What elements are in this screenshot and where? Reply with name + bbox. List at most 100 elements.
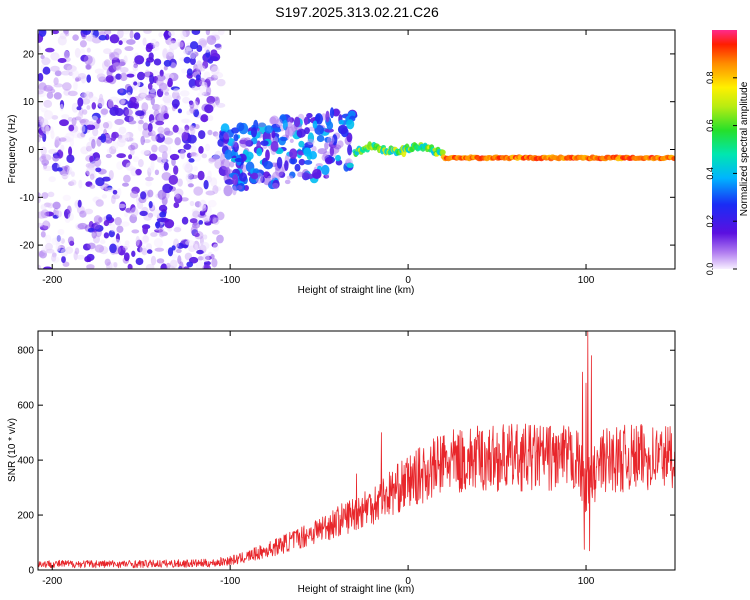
spectrogram-cell [68, 146, 73, 156]
spectrogram-cell [183, 56, 191, 64]
spectrogram-cell [153, 237, 164, 248]
spectrogram-cell [270, 140, 279, 152]
spectrogram-cell [38, 102, 44, 111]
spectrogram-cell [91, 115, 99, 121]
spectrogram-cell [48, 148, 58, 155]
spectrogram-cell [311, 145, 317, 152]
spectrogram-cell [123, 174, 131, 183]
spectrogram-cell [117, 203, 126, 209]
spectrogram-cell [190, 225, 198, 236]
spectrogram-cell [212, 229, 220, 235]
spectrogram-cell [250, 127, 258, 138]
spectrogram-cell [66, 154, 75, 163]
spectrogram-cell [173, 202, 180, 209]
colorbar-tick-label: 0.0 [705, 263, 715, 276]
spectrogram-cell [205, 30, 211, 36]
colorbar-tick-label: 0.4 [705, 167, 715, 180]
spectrogram-cell [42, 124, 50, 135]
spectrogram-cell [150, 255, 157, 266]
spectrogram-cell [173, 227, 182, 233]
spectrogram-cell [53, 92, 62, 100]
spectrogram-cell [89, 155, 94, 162]
spectrogram-cell [138, 119, 144, 125]
spectrogram-cell [238, 172, 248, 182]
spectrogram-cell [91, 102, 97, 110]
spectrogram-cell [115, 98, 126, 105]
snr-x-label: Height of straight line (km) [298, 584, 415, 595]
spectrogram-cell [193, 166, 198, 172]
spectrogram-cell [74, 47, 81, 58]
spectrogram-cell [167, 247, 174, 257]
spectrogram-cell [289, 148, 298, 160]
spectrogram-cell [88, 121, 94, 126]
spectrogram-cell [297, 171, 304, 178]
spectrogram-cell [177, 178, 183, 187]
spectrogram-cell [131, 229, 140, 234]
spectrogram-cell [163, 137, 174, 145]
spectrogram-cell [215, 43, 222, 50]
spectrogram-cell [264, 125, 274, 134]
spectrogram-cell [130, 207, 139, 217]
spectrogram-cell [86, 47, 91, 53]
spectrogram-cell [153, 109, 160, 118]
spectrogram-cell [50, 52, 60, 61]
colorbar-tick-label: 0.2 [705, 215, 715, 228]
spectrogram-cell [306, 138, 315, 146]
snr-y-tick-label: 0 [28, 566, 34, 577]
spectrogram-cell [98, 34, 107, 41]
spectrogram-cell [111, 195, 116, 205]
spectrogram-cell [171, 98, 180, 108]
spectrogram-cell [91, 230, 97, 239]
spectrogram-x-tick-label: 100 [578, 275, 595, 286]
spectrogram-cell [129, 30, 134, 39]
spectrogram-cell [108, 52, 115, 58]
spectrogram-cell [250, 172, 259, 180]
spectrogram-cell [38, 73, 44, 82]
spectrogram-cell [182, 162, 192, 171]
spectrogram-cell [329, 107, 335, 119]
spectrogram-cell [314, 124, 325, 135]
spectrogram-cell [103, 220, 110, 227]
snr-x-ticks: -200 -100 0 100 [42, 331, 595, 587]
spectrogram-cell [236, 122, 245, 132]
spectrogram-cell [209, 56, 219, 61]
snr-x-tick-label: 100 [578, 576, 595, 587]
spectrogram-cell [38, 44, 41, 54]
spectrogram-cell [329, 146, 335, 157]
spectrogram-cell [42, 165, 53, 171]
spectrogram-cell [38, 132, 45, 139]
spectrogram-cell [223, 132, 230, 140]
spectrogram-cell [206, 77, 215, 82]
colorbar: 0.0 0.2 0.4 0.6 0.8 Normalized spectral ampl… [705, 30, 750, 275]
spectrogram-cell [59, 103, 64, 112]
spectrogram-cell [210, 65, 220, 76]
spectrogram-cell [204, 143, 211, 152]
spectrogram-cell [202, 253, 210, 263]
spectrogram-cell [111, 141, 119, 150]
spectrogram-cell [76, 254, 85, 260]
spectrogram-cell [207, 129, 213, 136]
spectrogram-cell [208, 158, 215, 164]
spectrogram-cell [46, 91, 54, 99]
spectrogram-cell [137, 122, 143, 132]
spectrogram-cell [145, 263, 155, 269]
spectrogram-cell [45, 47, 55, 53]
spectrogram-cell [80, 48, 86, 54]
spectrogram-y-tick-label: -10 [20, 193, 35, 204]
spectrogram-cell [80, 92, 89, 100]
snr-x-tick-label: -200 [42, 576, 62, 587]
spectrogram-cell [136, 71, 146, 81]
spectrogram-cell [168, 174, 179, 185]
spectrogram-cell [303, 159, 313, 165]
spectrogram-cell [148, 201, 153, 209]
spectrogram-cell [96, 73, 106, 81]
spectrogram-cell [200, 114, 209, 123]
spectrogram-cell [132, 64, 139, 72]
spectrogram-cell [38, 264, 42, 269]
spectrogram-cell [180, 197, 189, 202]
spectrogram-cell [104, 187, 115, 192]
spectrogram-cell [122, 244, 130, 249]
spectrogram-cell [66, 205, 72, 214]
spectrogram-cell [173, 165, 179, 175]
spectrogram-cell [145, 176, 154, 182]
